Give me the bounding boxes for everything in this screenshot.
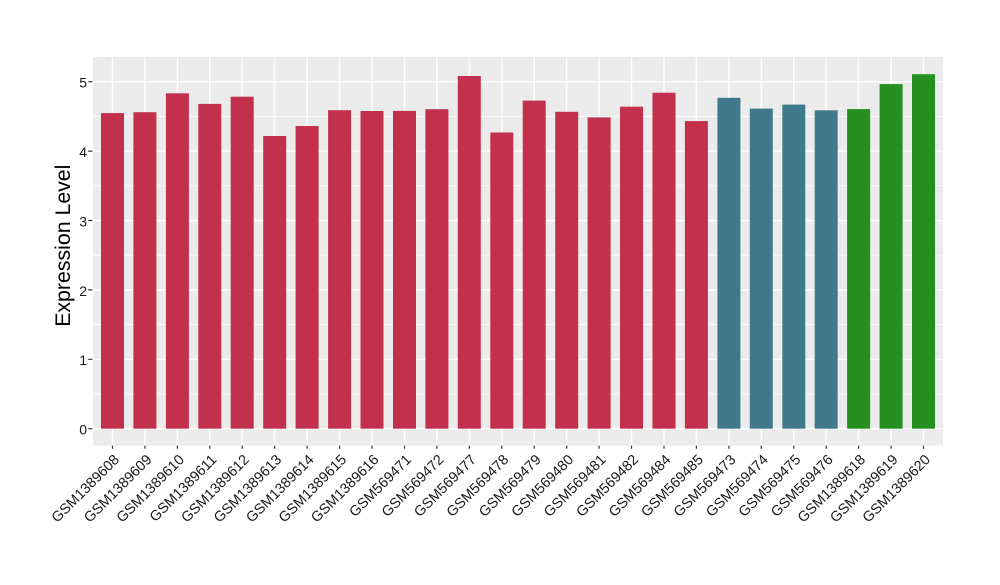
- svg-text:0: 0: [79, 422, 87, 438]
- svg-text:1: 1: [79, 352, 87, 368]
- svg-text:Expression Level: Expression Level: [51, 165, 75, 327]
- svg-text:4: 4: [79, 144, 87, 160]
- svg-text:3: 3: [79, 213, 87, 229]
- svg-text:2: 2: [79, 283, 87, 299]
- svg-text:5: 5: [79, 75, 87, 91]
